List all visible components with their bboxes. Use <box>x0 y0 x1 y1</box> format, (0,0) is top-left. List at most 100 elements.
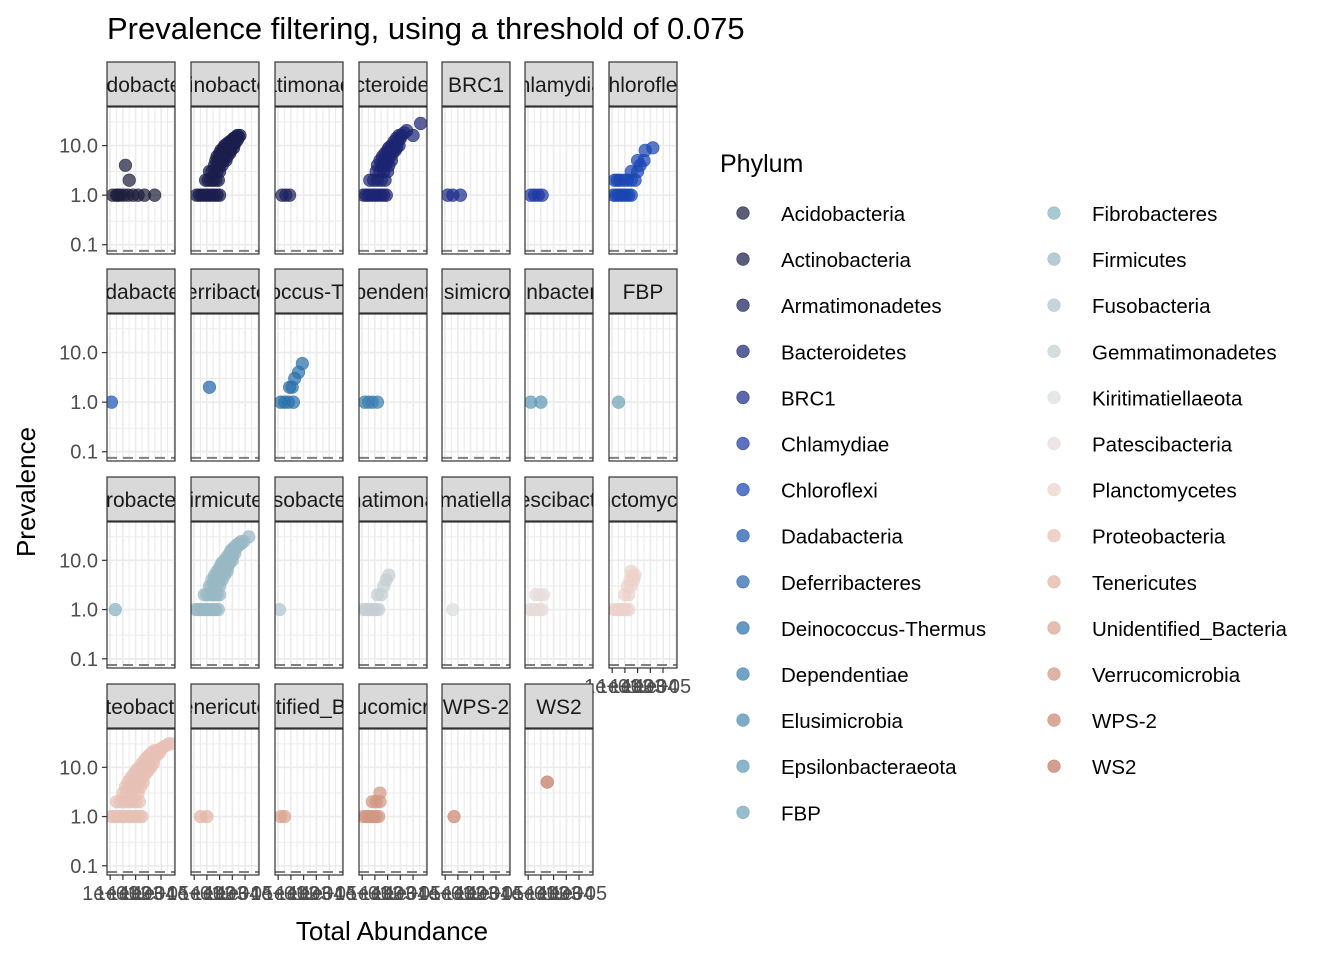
x-tick-label: 1e+04 <box>622 676 678 698</box>
data-point <box>200 809 214 824</box>
legend-item: Patescibacteria <box>1047 434 1233 457</box>
legend-label: Chlamydiae <box>781 434 889 457</box>
data-point <box>135 809 149 824</box>
facet-strip <box>441 476 511 522</box>
panel-background <box>359 522 427 668</box>
legend-item: WPS-2 <box>1047 710 1157 733</box>
facet-strip <box>608 268 678 314</box>
y-axis-title: Prevalence <box>11 427 41 557</box>
facet-strip <box>524 61 594 107</box>
data-point <box>277 809 292 824</box>
panel-background <box>442 107 510 254</box>
data-point <box>242 530 256 544</box>
panel-background <box>525 107 593 254</box>
data-point <box>382 568 396 582</box>
data-point <box>295 356 309 371</box>
x-tick-label: 1e+05 <box>217 883 273 905</box>
facet-strip-label: Fusobacteria <box>248 489 370 512</box>
facet-strip-label: Verrucomicrobia <box>317 696 469 719</box>
facet-strip <box>358 61 428 107</box>
facet-panel: Gemmatimonadetes <box>358 476 428 669</box>
legend-label: Deferribacteres <box>781 572 921 595</box>
legend-swatch <box>1047 483 1061 497</box>
legend-swatch <box>736 713 750 727</box>
facet-strip <box>358 683 428 729</box>
legend-swatch <box>736 621 750 635</box>
panel-grid <box>107 522 175 668</box>
facet-strip-label: Proteobacteria <box>73 696 210 719</box>
panel-border <box>608 313 678 462</box>
legend-item: Gemmatimonadetes <box>1047 341 1277 364</box>
legend-item: Deferribacteres <box>736 572 921 595</box>
panel-background <box>442 522 510 668</box>
data-point <box>108 602 122 617</box>
facet-strip-label: BRC1 <box>448 74 504 97</box>
facet-strip <box>608 476 678 522</box>
x-tick-label: 1e+02 <box>179 883 235 905</box>
facet-strip <box>524 683 594 729</box>
x-tick-label: 1e+01 <box>166 883 222 905</box>
legend-item: Tenericutes <box>1047 572 1197 595</box>
y-tick-label: 0.1 <box>70 649 98 671</box>
facet-strip <box>106 268 176 314</box>
data-point <box>148 188 162 202</box>
legend-label: Verrucomicrobia <box>1092 664 1241 687</box>
legend-swatch <box>736 206 750 220</box>
panel-border <box>524 106 594 255</box>
legend-item: Unidentified_Bacteria <box>1047 618 1287 641</box>
facet-strip <box>441 268 511 314</box>
facet-strip <box>106 476 176 522</box>
panel-border <box>190 521 260 669</box>
x-tick-label: 1e+01 <box>584 676 640 698</box>
data-point <box>611 395 626 409</box>
x-tick-label: 1e+03 <box>610 676 666 698</box>
legend-swatch <box>736 390 750 405</box>
facet-strip <box>190 683 260 729</box>
x-tick-label: 1e+02 <box>347 883 403 905</box>
data-point <box>233 128 247 143</box>
legend-item: Epsilonbacteraeota <box>736 756 957 779</box>
data-point <box>534 395 548 409</box>
facet-strip <box>274 476 344 522</box>
legend-swatch <box>736 344 750 358</box>
facet-strip-label: Acidobacteria <box>77 74 205 97</box>
legend-item: FBP <box>736 802 821 825</box>
y-tick-label: 0.1 <box>70 235 98 257</box>
panel-background <box>442 729 510 875</box>
legend-label: Proteobacteria <box>1092 526 1226 549</box>
panel-grid <box>359 314 427 461</box>
legend-swatch <box>1047 759 1061 773</box>
legend-label: Patescibacteria <box>1092 434 1233 457</box>
x-tick-label: 1e+01 <box>417 883 473 905</box>
x-tick-label: 1e+04 <box>288 883 344 905</box>
y-tick-label: 1.0 <box>70 392 98 414</box>
legend-swatch <box>736 667 750 681</box>
legend-label: Elusimicrobia <box>781 710 903 733</box>
legend-item: Chlamydiae <box>736 434 889 457</box>
legend-label: Bacteroidetes <box>781 341 906 364</box>
panel-grid <box>609 522 677 668</box>
panel-grid <box>275 729 343 875</box>
panel-grid <box>107 314 175 461</box>
facet-strip <box>190 268 260 314</box>
panel-border <box>274 521 344 669</box>
facet-panel: Kiritimatiellaeota <box>441 476 511 669</box>
y-tick-label: 0.1 <box>70 442 98 464</box>
legend-swatch <box>1047 713 1061 727</box>
panel-border <box>608 521 678 669</box>
facet-strip-label: Chlamydiae <box>504 74 615 97</box>
facet-panel: Dadabacteria 0.1 1.0 10.0 <box>59 268 176 464</box>
panel-background <box>107 107 175 254</box>
y-tick-label: 1.0 <box>70 807 98 829</box>
panel-grid <box>275 522 343 668</box>
data-point <box>446 602 460 617</box>
data-point <box>447 809 461 824</box>
facet-strip <box>274 683 344 729</box>
x-tick-label: 1e+05 <box>385 883 441 905</box>
panel-border <box>106 728 176 876</box>
data-point <box>622 602 636 617</box>
x-axis-title: Total Abundance <box>296 916 488 946</box>
data-point <box>211 602 225 617</box>
legend-items: Acidobacteria Actinobacteria Armatimonadet… <box>736 203 1287 825</box>
